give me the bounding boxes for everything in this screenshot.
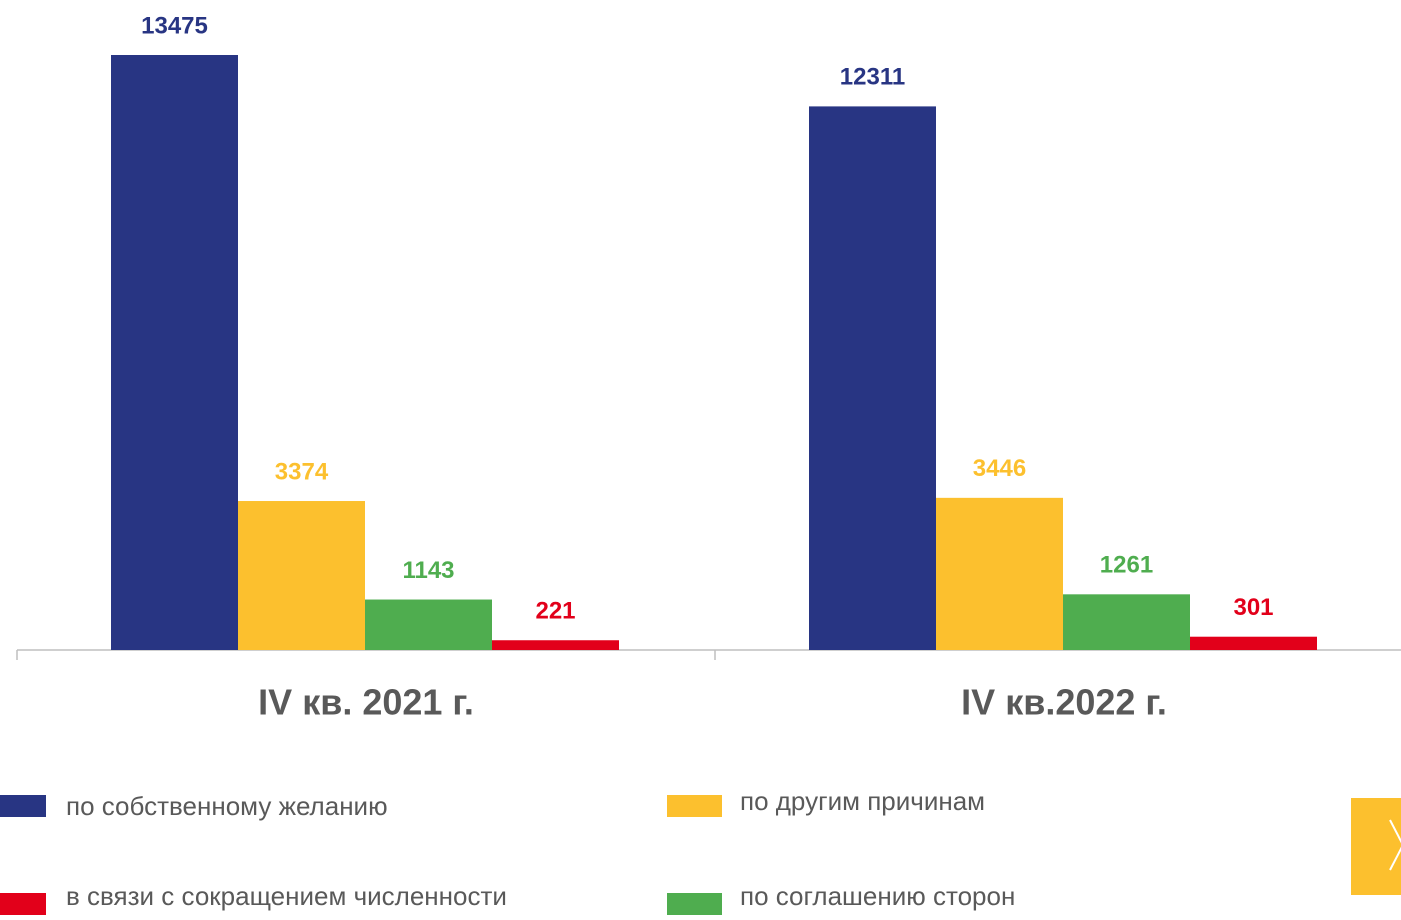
data-label: 3446 [973, 455, 1026, 482]
next-chevron [1389, 819, 1401, 871]
legend-label: в связи с сокращением численности [66, 881, 507, 911]
legend-swatch [667, 795, 722, 817]
data-label: 1261 [1100, 552, 1153, 579]
data-label: 1143 [402, 557, 454, 584]
data-label: 13475 [141, 12, 208, 39]
legend-swatch [0, 795, 46, 817]
bar [1190, 636, 1317, 650]
bar [809, 106, 936, 650]
legend-label: по собственному желанию [66, 791, 388, 821]
data-label: 3374 [275, 458, 329, 485]
legend-label: по соглашению сторон [740, 881, 1015, 911]
data-label: 301 [1233, 594, 1273, 621]
legend-swatch [0, 893, 46, 915]
legend-swatch [667, 893, 722, 915]
bar [492, 640, 619, 650]
data-label: 12311 [840, 64, 905, 91]
data-label: 221 [535, 598, 575, 625]
next-button-bg[interactable] [1351, 798, 1401, 895]
bar [238, 501, 365, 650]
legend-label: по другим причинам [740, 786, 985, 816]
next-button[interactable] [1351, 798, 1401, 895]
bar [111, 55, 238, 650]
bar [936, 497, 1063, 650]
bar [365, 599, 492, 650]
x-tick-label: IV кв.2022 г. [961, 682, 1167, 723]
x-tick-label: IV кв. 2021 г. [258, 682, 474, 723]
bar [1063, 594, 1190, 650]
